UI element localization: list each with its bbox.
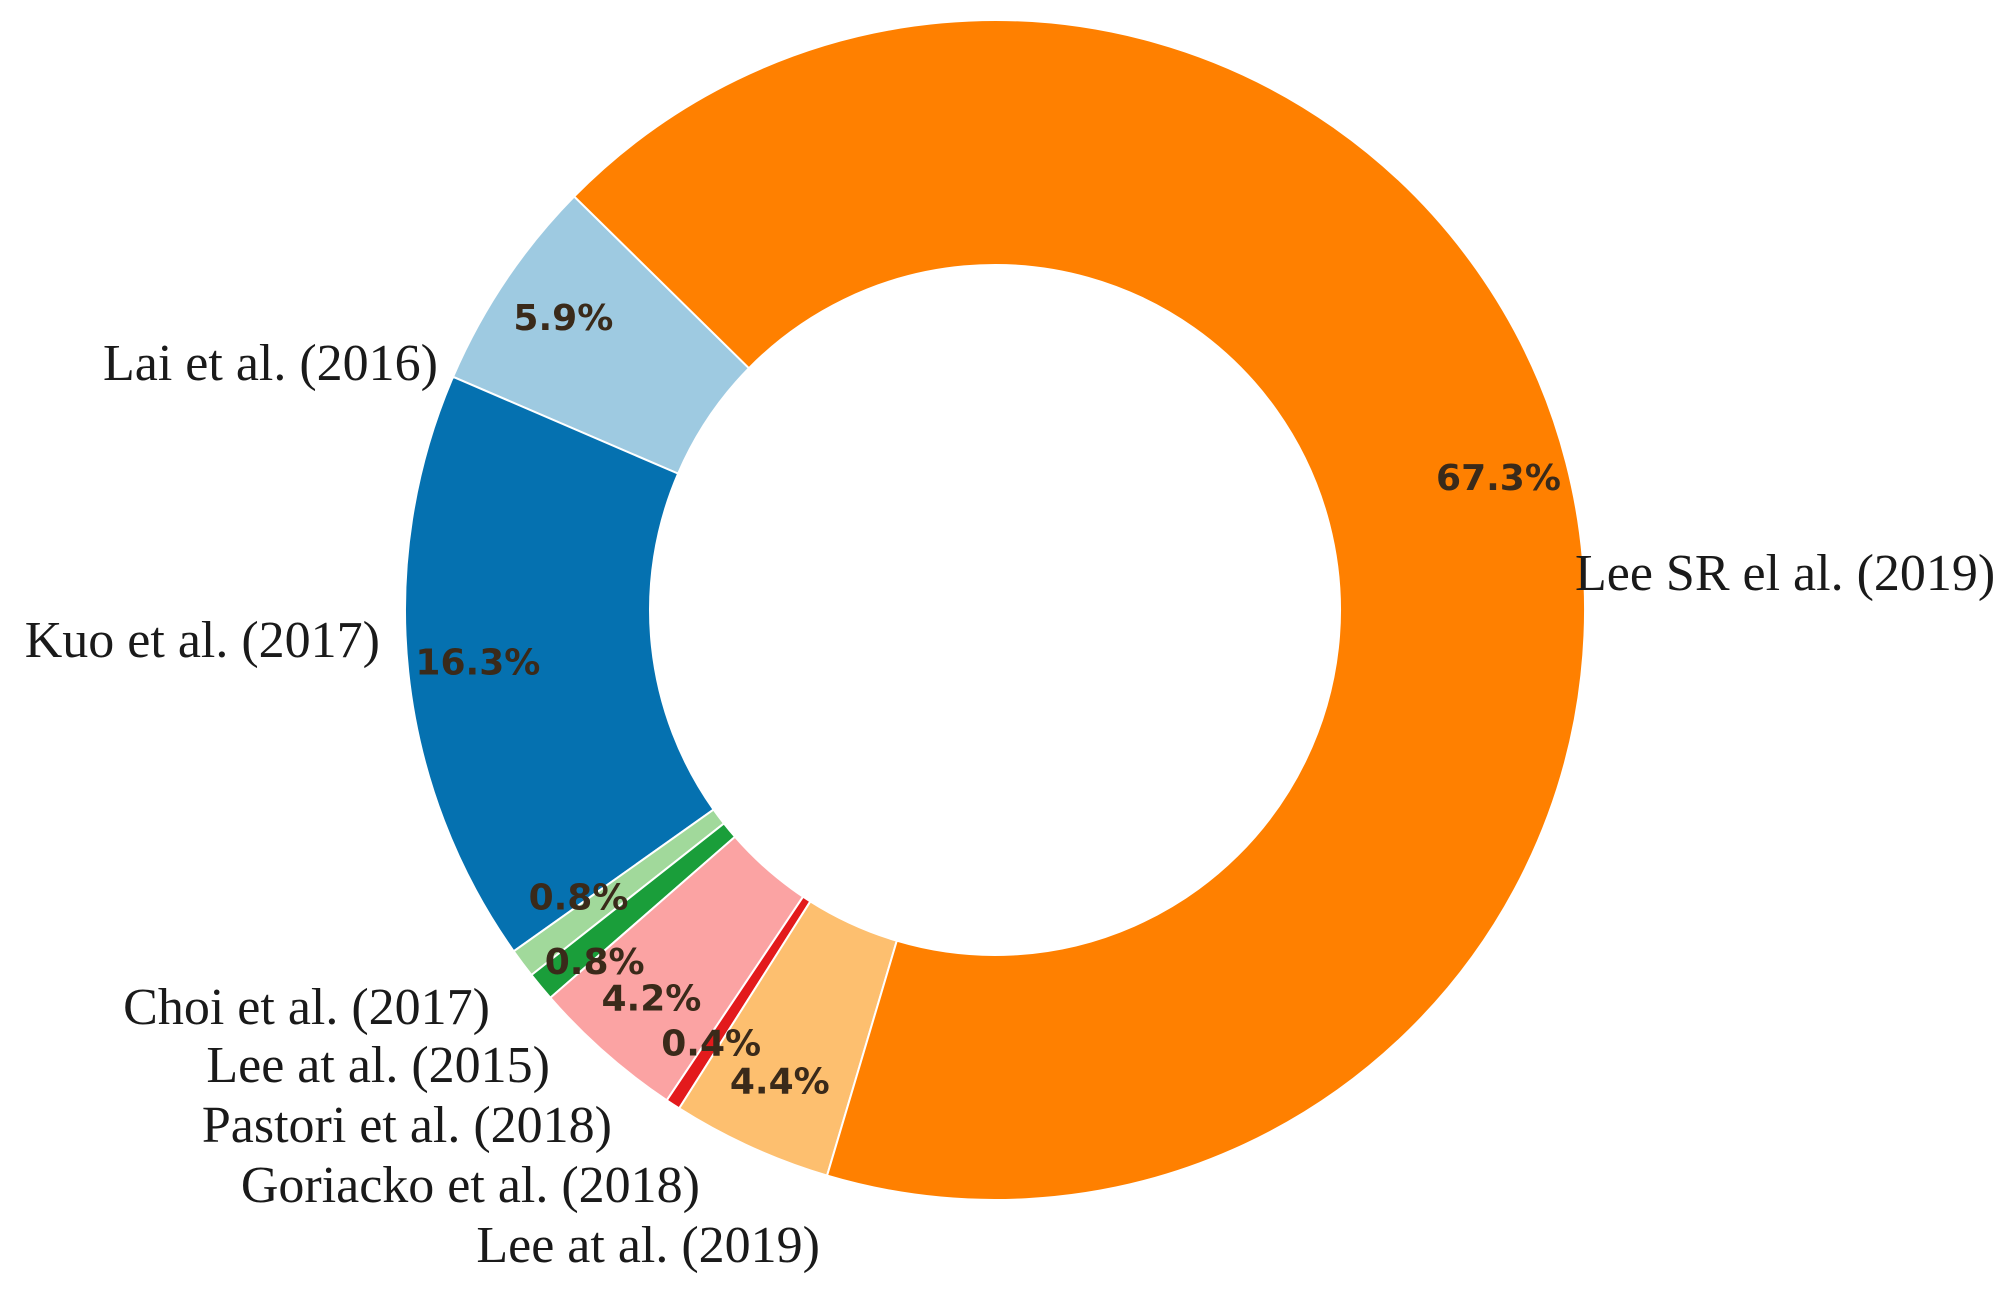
donut-slice-2 <box>404 375 715 953</box>
slice-name-label-2: Kuo et al. (2017) <box>25 612 380 669</box>
slice-name-label-8: Lee SR el al. (2019) <box>1575 545 1995 602</box>
percent-label-5: 4.2% <box>602 978 702 1019</box>
donut-slice-8 <box>572 19 1586 1201</box>
slice-name-label-7: Lee at al. (2019) <box>476 1217 820 1274</box>
slice-name-label-4: Lee at al. (2015) <box>206 1037 550 1094</box>
percent-label-3: 0.8% <box>529 877 629 918</box>
percent-label-4: 0.8% <box>545 942 645 983</box>
percent-label-1: 5.9% <box>513 298 613 339</box>
slice-name-label-6: Goriacko et al. (2018) <box>241 1157 700 1214</box>
percent-labels: 5.9%16.3%0.8%0.8%4.2%0.4%4.4%67.3% <box>415 298 1561 1102</box>
percent-label-6: 0.4% <box>661 1024 761 1065</box>
percent-label-7: 4.4% <box>730 1061 830 1102</box>
slice-name-label-5: Pastori et al. (2018) <box>202 1097 612 1154</box>
slice-name-label-1: Lai et al. (2016) <box>103 335 438 392</box>
percent-label-2: 16.3% <box>415 643 540 684</box>
slice-name-label-3: Choi et al. (2017) <box>123 979 490 1036</box>
donut-slices <box>404 19 1586 1201</box>
slice-name-labels: Lai et al. (2016) Kuo et al. (2017) Choi e… <box>25 335 1995 1274</box>
percent-label-8: 67.3% <box>1436 458 1561 499</box>
